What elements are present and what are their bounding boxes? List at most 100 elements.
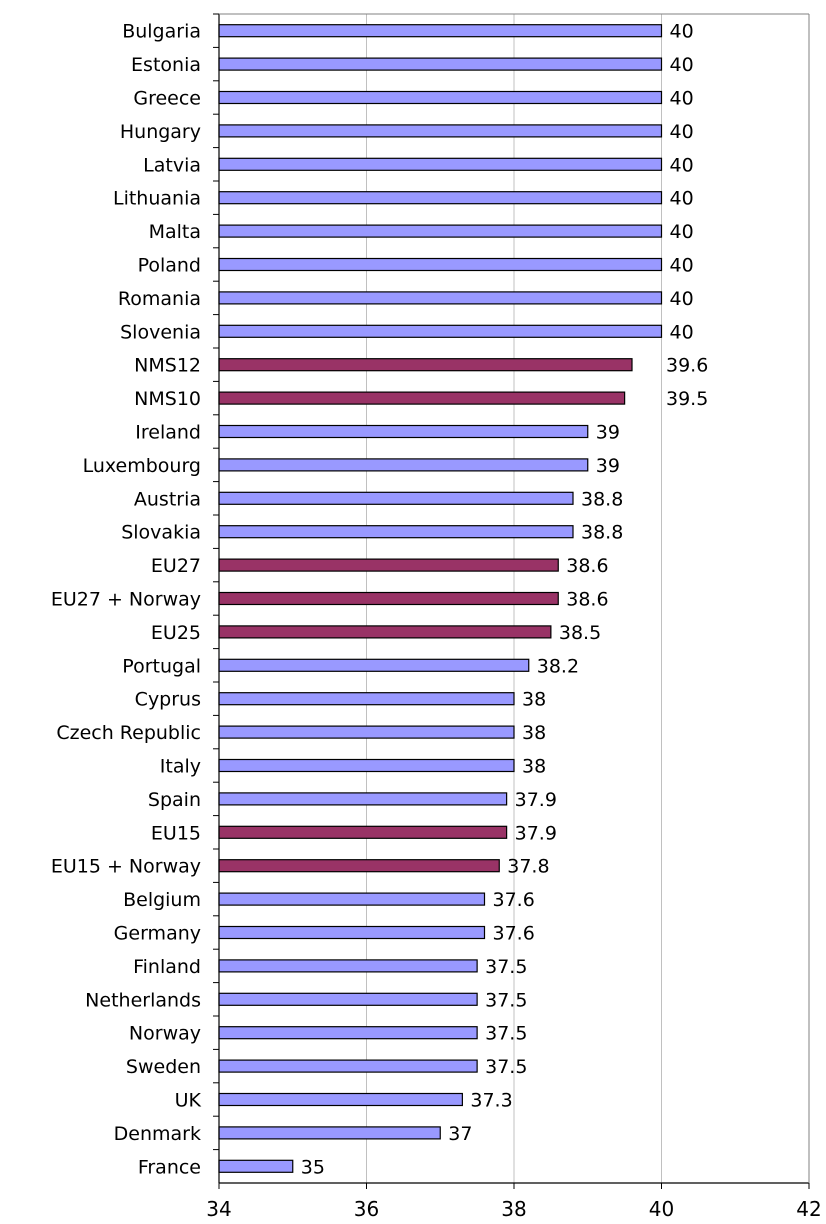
bar — [218, 1159, 294, 1173]
category-label: Slovenia — [120, 321, 201, 343]
bar — [218, 57, 663, 71]
value-label: 37.3 — [470, 1090, 512, 1112]
x-tick-label: 34 — [206, 1197, 231, 1221]
category-label: Luxembourg — [83, 455, 201, 477]
x-tick-label: 42 — [796, 1197, 821, 1221]
category-label: Poland — [138, 255, 201, 277]
bar — [218, 491, 574, 505]
category-label: Latvia — [143, 154, 201, 176]
bar — [218, 859, 500, 873]
bar — [218, 191, 663, 205]
category-label: Czech Republic — [56, 722, 201, 744]
value-label: 37.9 — [515, 822, 557, 844]
value-labels: 40 40 40 40 40 40 40 40 40 40 39.6 39.5 39 39 38.8 38.8… — [301, 21, 709, 1179]
category-label: Germany — [114, 923, 201, 945]
bar — [218, 324, 663, 338]
bar — [218, 792, 508, 806]
value-label: 37.5 — [485, 1023, 527, 1045]
category-label: Sweden — [126, 1056, 201, 1078]
value-label: 37.6 — [493, 923, 535, 945]
value-label: 39 — [596, 422, 620, 444]
category-label: Italy — [160, 756, 201, 778]
bar — [218, 992, 478, 1006]
x-axis-ticks: 34 36 38 40 42 — [206, 13, 822, 1221]
value-label: 38.8 — [581, 488, 623, 510]
value-label: 38 — [522, 722, 546, 744]
value-label: 39 — [596, 455, 620, 477]
category-label: Finland — [133, 956, 201, 978]
bar — [218, 424, 589, 439]
bar — [218, 157, 663, 171]
value-label: 37.8 — [507, 856, 549, 878]
category-label: France — [138, 1156, 201, 1178]
bar — [218, 525, 574, 539]
value-label: 37.9 — [515, 789, 557, 811]
category-label: Ireland — [135, 422, 201, 444]
value-label: 38.5 — [559, 622, 601, 644]
bar — [218, 257, 663, 272]
category-label: UK — [175, 1090, 202, 1112]
value-label: 38 — [522, 689, 546, 711]
value-label: 35 — [301, 1156, 325, 1178]
category-label: Romania — [118, 288, 201, 310]
value-label: 38.6 — [566, 589, 608, 611]
category-label: Estonia — [131, 54, 201, 76]
value-label: 40 — [670, 255, 694, 277]
bar — [218, 391, 626, 405]
category-label: Portugal — [122, 655, 201, 677]
value-label: 40 — [670, 121, 694, 143]
category-label: Slovakia — [121, 522, 201, 544]
bar — [218, 291, 663, 305]
category-label: Malta — [149, 221, 201, 243]
bar — [218, 658, 530, 672]
bar — [218, 1026, 478, 1040]
bar — [218, 758, 515, 773]
value-label: 38.8 — [581, 522, 623, 544]
bar — [218, 591, 559, 606]
bar — [218, 892, 486, 906]
category-label: Lithuania — [113, 188, 201, 210]
category-label: NMS10 — [134, 388, 201, 410]
bar — [218, 692, 515, 706]
bar — [218, 725, 515, 739]
value-label: 39.6 — [666, 355, 708, 377]
category-label: Belgium — [123, 889, 201, 911]
bar — [218, 825, 508, 839]
value-label: 40 — [670, 188, 694, 210]
value-label: 40 — [670, 21, 694, 43]
value-label: 40 — [670, 88, 694, 110]
bar — [218, 959, 478, 973]
value-label: 37.5 — [485, 956, 527, 978]
category-label: Denmark — [114, 1123, 201, 1145]
bar — [218, 1059, 478, 1073]
value-label: 38.2 — [537, 655, 579, 677]
value-label: 40 — [670, 154, 694, 176]
value-label: 37.5 — [485, 1056, 527, 1078]
category-label: Spain — [148, 789, 201, 811]
value-label: 37.5 — [485, 989, 527, 1011]
category-label: Hungary — [120, 121, 201, 143]
value-label: 39.5 — [666, 388, 708, 410]
bar — [218, 625, 552, 639]
value-label: 40 — [670, 221, 694, 243]
bar — [218, 1092, 463, 1107]
category-label: Norway — [129, 1023, 201, 1045]
bar — [218, 1126, 441, 1140]
value-label: 40 — [670, 288, 694, 310]
category-label: Netherlands — [85, 989, 201, 1011]
category-label: EU27 + Norway — [51, 589, 201, 611]
category-label: Greece — [133, 88, 201, 110]
bar — [218, 558, 559, 572]
bar — [218, 358, 633, 372]
category-label: EU15 + Norway — [51, 856, 201, 878]
bar — [218, 24, 663, 38]
x-tick-label: 36 — [354, 1197, 379, 1221]
category-label: Bulgaria — [122, 21, 201, 43]
bar — [218, 925, 486, 940]
value-label: 40 — [670, 321, 694, 343]
category-label: NMS12 — [134, 355, 201, 377]
value-label: 38 — [522, 756, 546, 778]
category-label: Cyprus — [135, 689, 201, 711]
bar — [218, 224, 663, 238]
